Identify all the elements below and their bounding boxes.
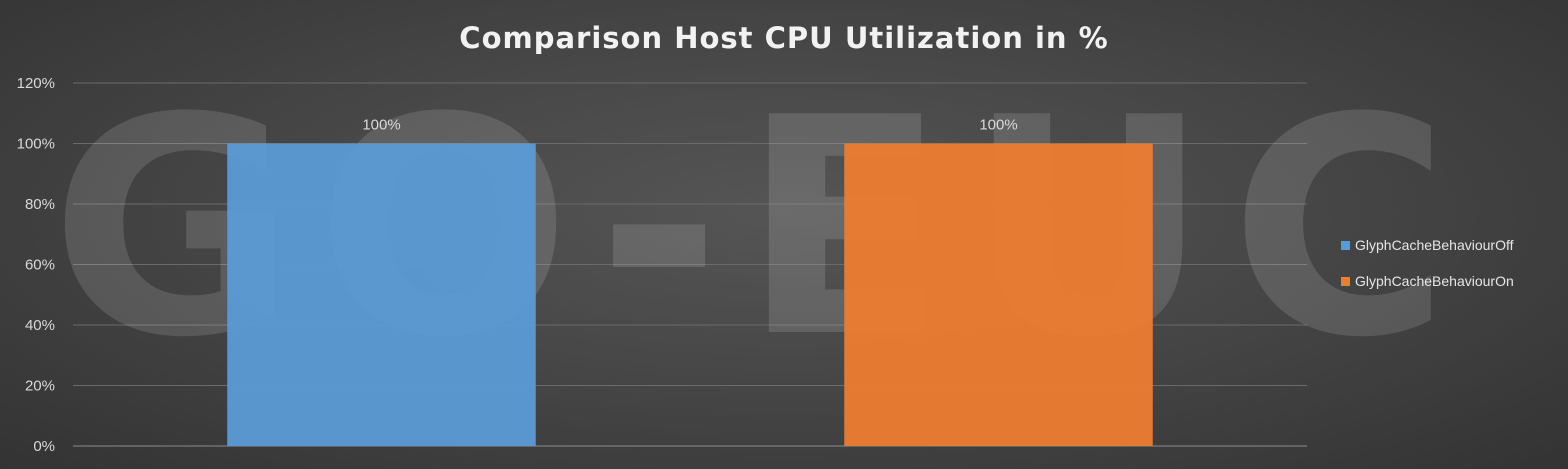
data-label: 100% (362, 117, 400, 134)
bars (227, 143, 1153, 446)
legend-swatch (1341, 241, 1350, 250)
legend: GlyphCacheBehaviourOff GlyphCacheBehaviou… (1341, 237, 1514, 289)
legend-swatch (1341, 277, 1350, 286)
y-tick-label: 120% (17, 75, 55, 92)
data-labels: 100% 100% (362, 117, 1017, 134)
chart-title: Comparison Host CPU Utilization in % (459, 21, 1108, 55)
y-tick-label: 20% (25, 378, 55, 395)
y-axis-ticks: 0% 20% 40% 60% 80% 100% 120% (17, 75, 55, 455)
y-tick-label: 40% (25, 317, 55, 334)
y-tick-label: 60% (25, 257, 55, 274)
y-tick-label: 100% (17, 136, 55, 153)
y-tick-label: 80% (25, 196, 55, 213)
data-label: 100% (979, 117, 1017, 134)
legend-label: GlyphCacheBehaviourOff (1355, 237, 1514, 253)
y-tick-label: 0% (33, 438, 55, 455)
bar-GlyphCacheBehaviourOn (844, 143, 1153, 446)
bar-GlyphCacheBehaviourOff (227, 143, 536, 446)
legend-label: GlyphCacheBehaviourOn (1355, 273, 1514, 289)
